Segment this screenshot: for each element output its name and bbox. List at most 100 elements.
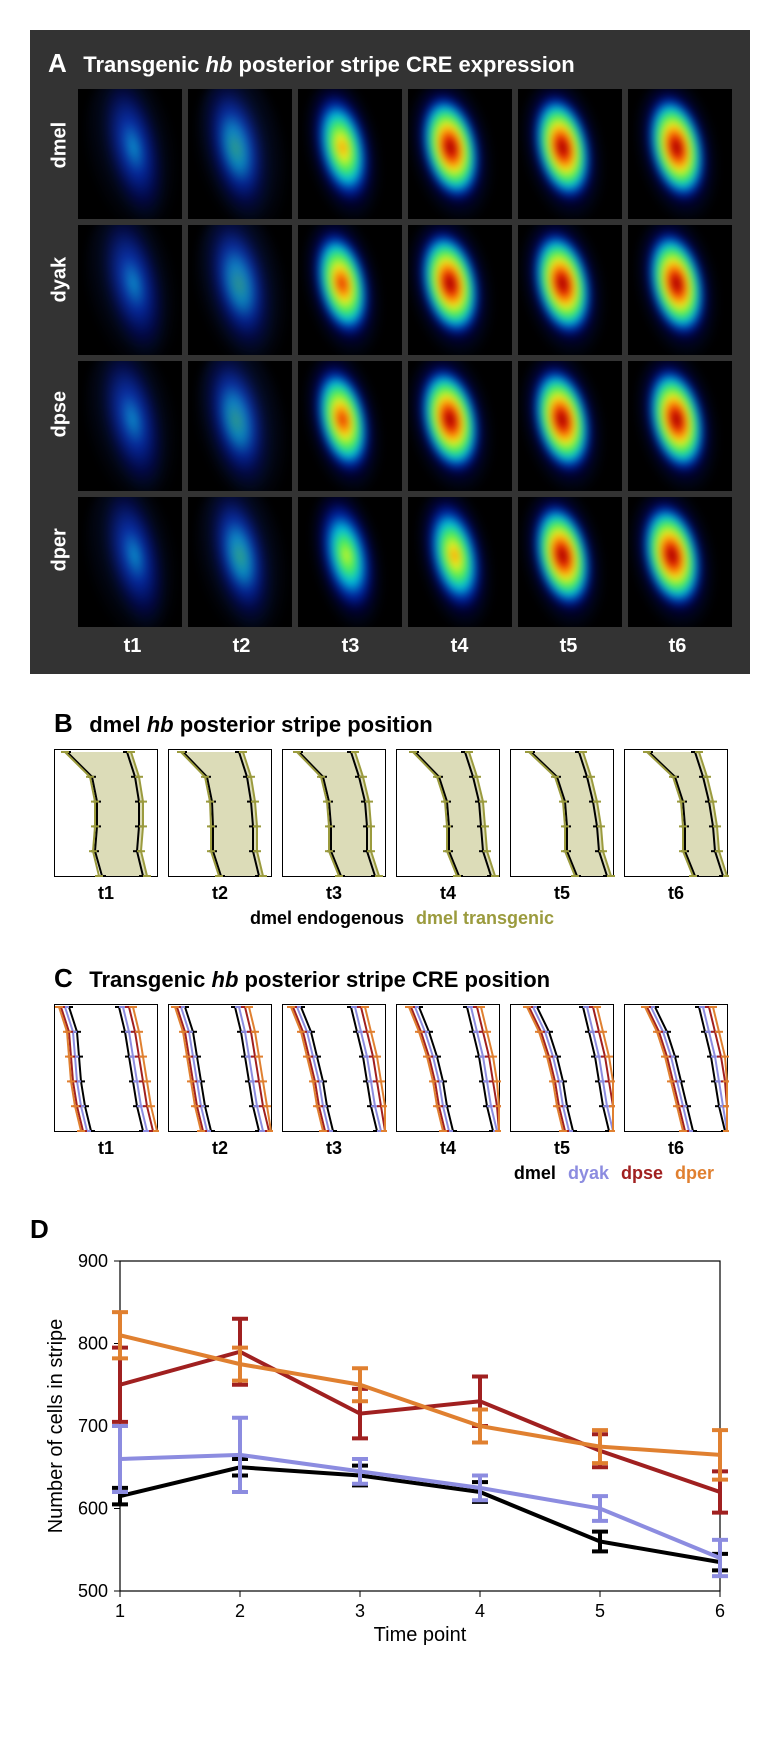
panel-a-row-label: dyak bbox=[49, 279, 72, 303]
heatmap-cell bbox=[408, 497, 512, 627]
panel-a-row-label: dper bbox=[49, 548, 72, 572]
panel-a-time-label: t2 bbox=[187, 635, 296, 658]
panel-a-header: A Transgenic hb posterior stripe CRE exp… bbox=[48, 48, 732, 79]
heatmap-cell bbox=[298, 225, 402, 355]
heatmap-cell bbox=[188, 89, 292, 219]
panel-c-title-it: hb bbox=[212, 967, 239, 992]
heatmap-cell bbox=[298, 89, 402, 219]
time-label: t2 bbox=[168, 1138, 272, 1159]
panel-a-row-label: dmel bbox=[49, 144, 72, 168]
panel-c-header: C Transgenic hb posterior stripe CRE pos… bbox=[30, 963, 750, 994]
time-label: t5 bbox=[510, 883, 614, 904]
panel-a-time-label: t3 bbox=[296, 635, 405, 658]
panel-a-time-label: t6 bbox=[623, 635, 732, 658]
time-label: t5 bbox=[510, 1138, 614, 1159]
panel-a-title-post: posterior stripe CRE expression bbox=[232, 52, 574, 77]
stripe-box bbox=[624, 749, 728, 877]
time-label: t2 bbox=[168, 883, 272, 904]
svg-text:2: 2 bbox=[235, 1601, 245, 1621]
stripe-box bbox=[54, 749, 158, 877]
time-label: t1 bbox=[54, 883, 158, 904]
panel-a-time-label: t1 bbox=[78, 635, 187, 658]
heatmap-cell bbox=[188, 497, 292, 627]
time-label: t6 bbox=[624, 1138, 728, 1159]
panel-d: D 123456500600700800900Time pointNumber … bbox=[30, 1214, 750, 1651]
panel-c-title-pre: Transgenic bbox=[89, 967, 211, 992]
heatmap-cell bbox=[518, 225, 622, 355]
panel-c-time-labels: t1 t2 t3 t4 t5 t6 bbox=[30, 1138, 750, 1159]
heatmap-cell bbox=[518, 497, 622, 627]
panel-c-title-post: posterior stripe CRE position bbox=[238, 967, 550, 992]
heatmap-cell bbox=[628, 497, 732, 627]
stripe-box bbox=[624, 1004, 728, 1132]
panel-c-label: C bbox=[54, 963, 73, 994]
svg-text:6: 6 bbox=[715, 1601, 725, 1621]
heatmap-cell bbox=[628, 361, 732, 491]
svg-text:900: 900 bbox=[78, 1251, 108, 1271]
heatmap-cell bbox=[408, 361, 512, 491]
heatmap-cell bbox=[78, 361, 182, 491]
panel-c: C Transgenic hb posterior stripe CRE pos… bbox=[30, 963, 750, 1184]
svg-text:Number of cells in stripe: Number of cells in stripe bbox=[45, 1319, 67, 1534]
panel-a-title-it: hb bbox=[206, 52, 233, 77]
svg-text:4: 4 bbox=[475, 1601, 485, 1621]
heatmap-cell bbox=[518, 361, 622, 491]
stripe-box bbox=[282, 749, 386, 877]
panel-d-label: D bbox=[30, 1214, 49, 1245]
heatmap-cell bbox=[408, 89, 512, 219]
legend-item: dmel endogenous bbox=[250, 908, 404, 928]
heatmap-cell bbox=[298, 361, 402, 491]
panel-c-stripe-row bbox=[30, 1004, 750, 1132]
time-label: t6 bbox=[624, 883, 728, 904]
panel-a-row-label: dpse bbox=[49, 413, 72, 437]
heatmap-cell bbox=[188, 361, 292, 491]
stripe-box bbox=[396, 749, 500, 877]
legend-item: dmel transgenic bbox=[416, 908, 554, 928]
panel-a-row-labels: dmel dyak dpse dper bbox=[48, 89, 78, 627]
time-label: t4 bbox=[396, 1138, 500, 1159]
stripe-box bbox=[396, 1004, 500, 1132]
svg-text:Time point: Time point bbox=[374, 1624, 467, 1646]
time-label: t3 bbox=[282, 1138, 386, 1159]
svg-text:800: 800 bbox=[78, 1334, 108, 1354]
panel-a-label: A bbox=[48, 48, 67, 79]
stripe-box bbox=[168, 749, 272, 877]
panel-b-title-it: hb bbox=[147, 712, 174, 737]
panel-a-title-pre: Transgenic bbox=[83, 52, 205, 77]
panel-d-chart: 123456500600700800900Time pointNumber of… bbox=[30, 1251, 750, 1651]
panel-a-title: Transgenic hb posterior stripe CRE expre… bbox=[83, 52, 575, 77]
panel-b: B dmel hb posterior stripe position t1 t2… bbox=[30, 708, 750, 929]
stripe-box bbox=[282, 1004, 386, 1132]
svg-text:700: 700 bbox=[78, 1416, 108, 1436]
panel-a-time-labels: t1t2t3t4t5t6 bbox=[78, 635, 732, 658]
panel-a-time-label: t5 bbox=[514, 635, 623, 658]
panel-d-header: D bbox=[30, 1214, 750, 1245]
svg-text:5: 5 bbox=[595, 1601, 605, 1621]
panel-c-title: Transgenic hb posterior stripe CRE posit… bbox=[89, 967, 550, 992]
heatmap-cell bbox=[298, 497, 402, 627]
time-label: t1 bbox=[54, 1138, 158, 1159]
heatmap-cell bbox=[78, 497, 182, 627]
time-label: t3 bbox=[282, 883, 386, 904]
panel-a: A Transgenic hb posterior stripe CRE exp… bbox=[30, 30, 750, 674]
heatmap-cell bbox=[628, 89, 732, 219]
svg-text:1: 1 bbox=[115, 1601, 125, 1621]
legend-item: dyak bbox=[568, 1163, 609, 1183]
svg-text:3: 3 bbox=[355, 1601, 365, 1621]
panel-b-legend: dmel endogenous dmel transgenic bbox=[30, 908, 750, 929]
svg-text:600: 600 bbox=[78, 1499, 108, 1519]
stripe-box bbox=[510, 749, 614, 877]
panel-a-time-label: t4 bbox=[405, 635, 514, 658]
panel-b-title-post: posterior stripe position bbox=[174, 712, 433, 737]
heatmap-cell bbox=[78, 225, 182, 355]
stripe-box bbox=[54, 1004, 158, 1132]
heatmap-cell bbox=[78, 89, 182, 219]
panel-b-header: B dmel hb posterior stripe position bbox=[30, 708, 750, 739]
panel-c-legend: dmeldyakdpsedper bbox=[30, 1163, 750, 1184]
legend-item: dper bbox=[675, 1163, 714, 1183]
stripe-box bbox=[168, 1004, 272, 1132]
heatmap-cell bbox=[408, 225, 512, 355]
stripe-box bbox=[510, 1004, 614, 1132]
panel-b-stripe-row bbox=[30, 749, 750, 877]
panel-b-time-labels: t1t2t3t4t5t6 bbox=[30, 883, 750, 904]
